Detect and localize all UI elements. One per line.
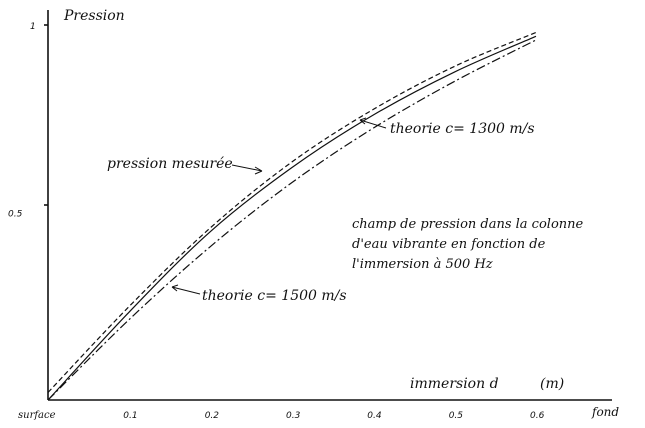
x-axis-unit: (m) bbox=[540, 376, 564, 392]
x-end-label: fond bbox=[591, 405, 619, 419]
x-tick-label: 0.4 bbox=[367, 411, 382, 421]
x-tick-label: 0.3 bbox=[286, 411, 301, 421]
x-tick-label: 0.2 bbox=[205, 411, 220, 421]
series-line-solid bbox=[47, 35, 537, 401]
y-tick-label: 0.5 bbox=[8, 210, 23, 220]
x-tick-label: 0.5 bbox=[449, 411, 464, 421]
series-layer bbox=[47, 31, 537, 401]
y-axis-title: Pression bbox=[63, 8, 125, 24]
x-tick-label: 0.6 bbox=[530, 411, 545, 421]
annotation-line-2: d'eau vibrante en fonction de bbox=[352, 237, 546, 252]
series-label-1300: theorie c= 1300 m/s bbox=[390, 121, 535, 137]
series-line-dashdot bbox=[47, 39, 537, 401]
x-axis-title: immersion d bbox=[410, 376, 499, 392]
annotation-line-3: l'immersion à 500 Hz bbox=[352, 257, 493, 272]
x-start-label: surface bbox=[18, 410, 56, 421]
arrow-measured bbox=[231, 164, 263, 175]
x-tick-label: 0.1 bbox=[123, 411, 137, 421]
y-tick-label: 1 bbox=[30, 22, 36, 32]
arrow-1300 bbox=[359, 117, 387, 129]
series-line-dashed bbox=[47, 31, 537, 393]
series-label-1500: theorie c= 1500 m/s bbox=[202, 288, 347, 304]
arrow-1500 bbox=[171, 284, 201, 295]
series-label-measured: pression mesurée bbox=[107, 156, 233, 172]
tick-label-layer: 0.1 0.2 0.3 0.4 0.5 0.6 0.5 1 bbox=[8, 22, 545, 421]
annotation-line-1: champ de pression dans la colonne bbox=[352, 217, 584, 232]
